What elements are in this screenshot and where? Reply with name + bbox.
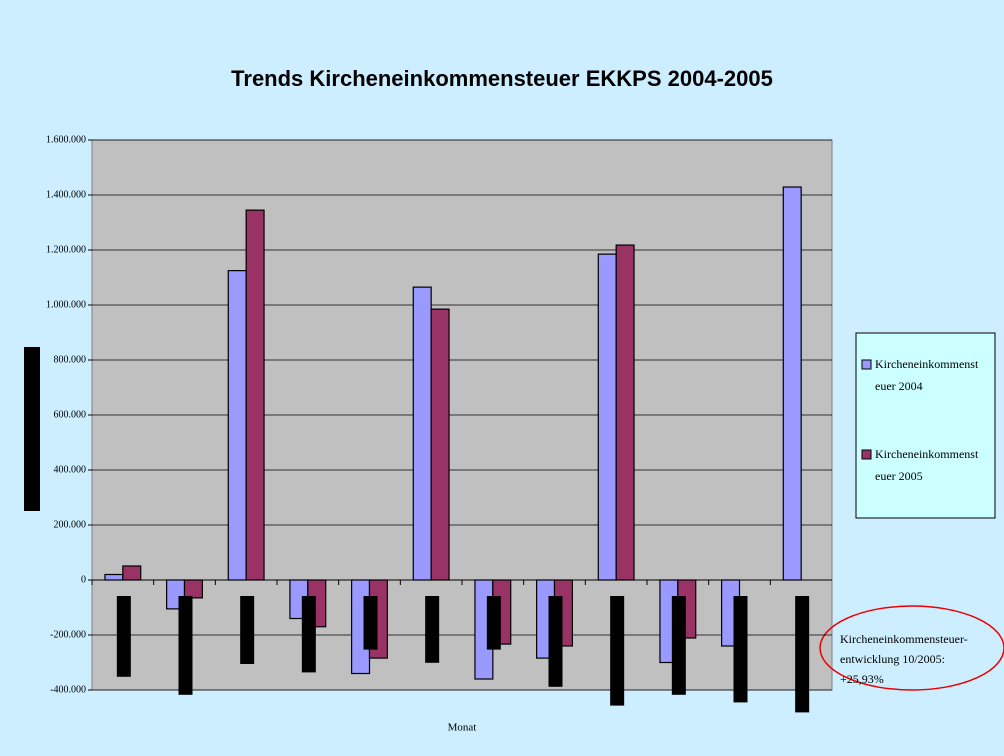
legend-swatch	[861, 359, 872, 370]
legend-label: Kircheneinkommenst euer 2005	[875, 447, 979, 483]
chart-title: Trends Kircheneinkommensteuer EKKPS 2004…	[231, 66, 773, 91]
redaction	[178, 596, 193, 695]
redaction	[610, 596, 625, 706]
y-tick-label: 400.000	[54, 464, 87, 475]
y-tick-label: 1.000.000	[46, 299, 86, 310]
redaction	[116, 596, 131, 677]
y-tick-label: 0	[81, 574, 86, 585]
y-tick-label: 1.600.000	[46, 134, 86, 145]
y-tick-label: 600.000	[54, 409, 87, 420]
bar	[782, 186, 802, 581]
bar	[183, 579, 203, 599]
bar	[227, 270, 247, 581]
redaction	[795, 596, 810, 713]
redaction	[671, 596, 686, 695]
annotation: +25,93%	[840, 672, 884, 686]
bar	[615, 244, 635, 581]
redaction	[301, 596, 316, 673]
legend	[855, 332, 996, 519]
x-axis-title: Monat	[448, 722, 477, 734]
bar	[412, 286, 432, 581]
bar	[597, 253, 617, 581]
annotation: Kircheneinkommensteuer-	[840, 632, 968, 646]
redaction	[240, 596, 255, 664]
redaction	[425, 596, 440, 663]
bar	[104, 573, 124, 581]
legend-label: Kircheneinkommenst euer 2004	[875, 357, 979, 393]
y-tick-label: -200.000	[50, 629, 86, 640]
bar	[245, 209, 265, 581]
y-tick-label: -400.000	[50, 684, 86, 695]
redaction	[486, 596, 501, 650]
bar	[430, 308, 450, 581]
y-tick-label: 1.200.000	[46, 244, 86, 255]
highlight-ellipse	[819, 605, 1004, 691]
bar	[122, 565, 142, 581]
y-tick-label: 200.000	[54, 519, 87, 530]
redaction	[548, 596, 563, 687]
redaction	[363, 596, 378, 650]
redaction	[733, 596, 748, 703]
y-tick-label: 1.400.000	[46, 189, 86, 200]
legend-swatch	[861, 449, 872, 460]
annotation: entwicklung 10/2005:	[840, 652, 945, 666]
y-tick-label: 800.000	[54, 354, 87, 365]
redaction	[24, 347, 40, 511]
